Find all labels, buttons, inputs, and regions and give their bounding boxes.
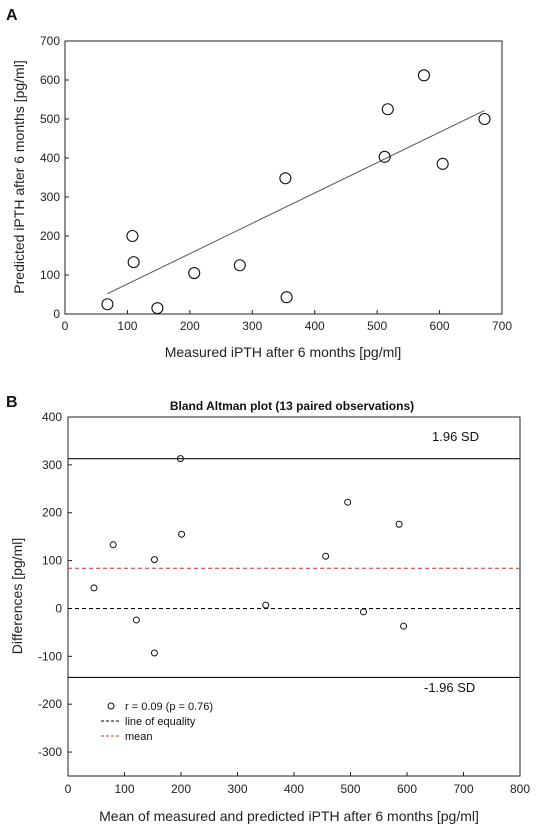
data-point xyxy=(322,552,330,560)
data-point xyxy=(344,498,352,506)
chart-b-legend: r = 0.09 (p = 0.76) line of equality mean xyxy=(101,701,213,743)
chart-b-y-ticks: -300 -200 -100 0 100 200 300 400 xyxy=(38,410,72,759)
x-tick-label: 300 xyxy=(242,319,262,333)
chart-a-fit-line xyxy=(107,109,485,295)
data-point xyxy=(90,584,98,592)
data-point xyxy=(478,112,491,126)
upper-loa-label: 1.96 SD xyxy=(432,429,479,444)
chart-b-y-label: Differences [pg/ml] xyxy=(9,538,25,654)
y-tick-label: -300 xyxy=(38,745,62,759)
data-point xyxy=(132,616,140,624)
data-point xyxy=(381,103,394,116)
data-point xyxy=(417,69,431,82)
y-tick-label: -100 xyxy=(38,649,62,663)
x-tick-label: 0 xyxy=(65,782,72,796)
x-tick-label: 300 xyxy=(227,782,247,796)
data-point xyxy=(378,150,391,163)
regression-line xyxy=(107,109,485,295)
y-tick-label: 600 xyxy=(40,73,60,87)
panel-label-a: A xyxy=(6,7,18,24)
chart-a-y-label: Predicted iPTH after 6 months [pg/ml] xyxy=(11,60,27,293)
data-point xyxy=(176,455,184,463)
data-point xyxy=(400,622,408,630)
y-tick-label: 200 xyxy=(42,506,62,520)
chart-b-reference-lines xyxy=(68,458,520,678)
chart-a-x-label: Measured iPTH after 6 months [pg/ml] xyxy=(165,344,402,360)
data-point xyxy=(359,608,367,616)
y-tick-label: 200 xyxy=(40,229,60,243)
y-tick-label: 300 xyxy=(40,190,60,204)
legend-marker-circle xyxy=(107,702,115,710)
chart-b-title: Bland Altman plot (13 paired observation… xyxy=(170,399,414,413)
chart-a-points xyxy=(101,69,491,315)
legend-label: mean xyxy=(125,731,153,743)
y-tick-label: 500 xyxy=(40,112,60,126)
x-tick-label: 200 xyxy=(180,319,200,333)
y-tick-label: 0 xyxy=(55,601,62,615)
data-point xyxy=(279,172,292,185)
x-tick-label: 500 xyxy=(367,319,387,333)
y-tick-label: 400 xyxy=(42,410,62,424)
x-tick-label: 500 xyxy=(340,782,360,796)
chart-a: 0 100 200 300 400 500 600 700 0 100 200 300 400 500 6… xyxy=(11,34,512,360)
data-point xyxy=(101,298,114,311)
chart-b-x-label: Mean of measured and predicted iPTH afte… xyxy=(99,808,479,824)
x-tick-label: 700 xyxy=(453,782,473,796)
data-point xyxy=(150,556,158,564)
data-point xyxy=(150,649,158,657)
legend-label: r = 0.09 (p = 0.76) xyxy=(125,701,213,713)
lower-loa-label: -1.96 SD xyxy=(424,680,475,695)
x-tick-label: 600 xyxy=(430,319,450,333)
x-tick-label: 700 xyxy=(492,319,512,333)
x-tick-label: 400 xyxy=(284,782,304,796)
data-point xyxy=(436,157,449,170)
y-tick-label: 700 xyxy=(40,34,60,48)
data-point xyxy=(188,266,201,280)
data-point xyxy=(395,520,403,528)
chart-a-frame xyxy=(64,40,503,315)
y-tick-label: 0 xyxy=(53,307,60,321)
data-point xyxy=(233,259,246,272)
data-point xyxy=(151,302,164,315)
y-tick-label: 400 xyxy=(40,151,60,165)
y-tick-label: 300 xyxy=(42,458,62,472)
data-point xyxy=(109,541,117,549)
chart-b: Bland Altman plot (13 paired observation… xyxy=(9,399,530,824)
x-tick-label: 100 xyxy=(117,319,137,333)
x-tick-label: 600 xyxy=(397,782,417,796)
y-tick-label: 100 xyxy=(42,554,62,568)
data-point xyxy=(280,291,293,304)
x-tick-label: 200 xyxy=(171,782,191,796)
chart-b-points xyxy=(90,455,408,657)
x-tick-label: 800 xyxy=(510,782,530,796)
y-tick-label: 100 xyxy=(40,268,60,282)
chart-b-x-ticks: 0 100 200 300 400 500 600 700 800 xyxy=(65,772,530,796)
x-tick-label: 400 xyxy=(305,319,325,333)
y-tick-label: -200 xyxy=(38,697,62,711)
panel-label-b: B xyxy=(6,394,18,411)
x-tick-label: 100 xyxy=(114,782,134,796)
chart-a-x-ticks: 0 100 200 300 400 500 600 700 xyxy=(62,310,512,333)
data-point xyxy=(178,530,186,538)
legend-label: line of equality xyxy=(125,716,196,728)
data-point xyxy=(127,256,140,269)
data-point xyxy=(126,229,139,243)
x-tick-label: 0 xyxy=(62,319,69,333)
chart-a-y-ticks: 0 100 200 300 400 500 600 700 xyxy=(40,34,69,321)
data-point xyxy=(262,601,270,609)
